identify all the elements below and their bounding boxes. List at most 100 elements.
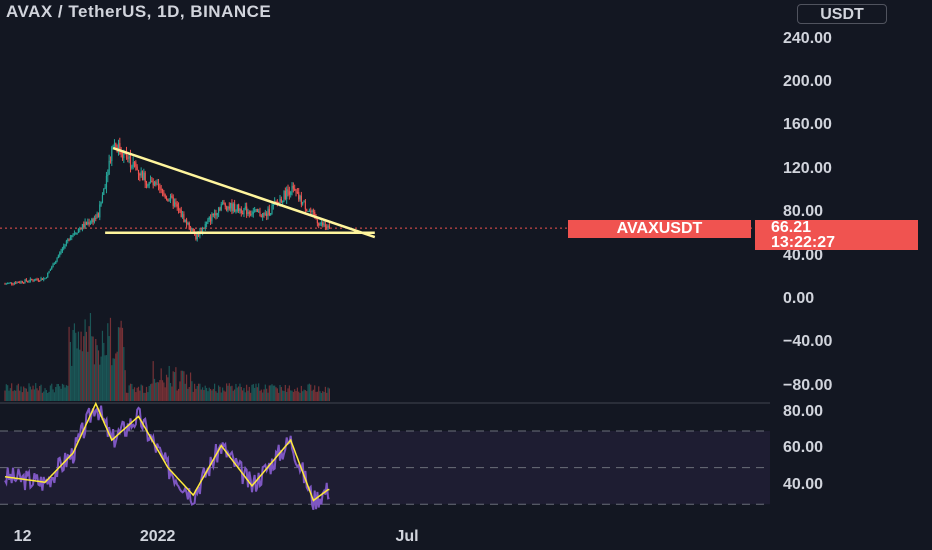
volume-bar	[140, 384, 142, 401]
volume-bar	[278, 392, 280, 401]
volume-bar	[11, 383, 13, 401]
candle-body	[172, 197, 174, 206]
candle-body	[256, 208, 258, 213]
volume-bar	[27, 391, 29, 401]
volume-bar	[67, 385, 69, 401]
rsi-axis-tick: 40.00	[783, 475, 824, 493]
candle-body	[51, 267, 53, 270]
volume-bar	[195, 388, 197, 401]
volume-bar	[89, 313, 92, 401]
candle-body	[209, 217, 212, 222]
volume-bar	[131, 383, 133, 401]
y-axis-tick: 120.00	[783, 159, 832, 177]
volume-bar	[113, 358, 116, 401]
candle-body	[113, 143, 116, 146]
volume-bar	[207, 391, 209, 401]
candle-body	[280, 198, 282, 203]
candle-body	[93, 217, 96, 223]
candle-body	[234, 203, 236, 212]
candle-body	[153, 182, 156, 186]
volume-bar	[287, 388, 289, 401]
x-axis-tick: Jul	[395, 528, 419, 545]
volume-bar	[80, 331, 82, 401]
candle-body	[262, 213, 264, 218]
candle-body	[107, 174, 109, 176]
candle-body	[63, 246, 65, 249]
candle-body	[276, 201, 278, 203]
volume-bar	[227, 385, 229, 401]
candle-body	[123, 151, 125, 158]
candle-body	[299, 195, 301, 200]
volume-bar	[171, 386, 173, 401]
candle-body	[108, 160, 110, 175]
candle-body	[132, 162, 134, 167]
volume-bar	[296, 387, 298, 401]
candle-body	[204, 224, 206, 229]
volume-bar	[244, 392, 246, 401]
candle-body	[290, 192, 292, 195]
y-axis-tick: 0.00	[783, 290, 815, 307]
volume-bar	[254, 387, 256, 401]
candle-body	[104, 187, 106, 189]
candle-body	[32, 279, 34, 281]
volume-bar	[284, 384, 286, 401]
volume-bar	[274, 385, 276, 401]
volume-bar	[319, 391, 321, 401]
symbol-label: AVAXUSDT	[568, 220, 751, 238]
candle-body	[61, 248, 64, 252]
candle-body	[275, 201, 277, 203]
candle-body	[207, 219, 209, 222]
candle-body	[231, 203, 233, 212]
volume-bar	[209, 388, 212, 401]
volume-bar	[107, 323, 109, 401]
candle-body	[255, 208, 257, 211]
candle-body	[302, 202, 304, 205]
volume-bar	[315, 391, 317, 401]
candle-body	[168, 200, 170, 202]
last-price-badge: 66.21 13:22:27	[755, 220, 918, 251]
candle-body	[246, 206, 248, 215]
candle-body	[96, 213, 98, 219]
candle-body	[65, 240, 68, 245]
trendline[interactable]	[112, 146, 376, 239]
candle-body	[19, 282, 21, 284]
volume-bar	[117, 327, 120, 401]
candle-body	[13, 282, 15, 284]
candle-body	[322, 222, 324, 226]
volume-bar	[28, 383, 30, 401]
candle-body	[248, 212, 250, 214]
currency-button[interactable]: USDT	[797, 4, 887, 24]
candle-body	[17, 281, 19, 283]
trendlines[interactable]	[105, 146, 376, 239]
candle-body	[163, 192, 165, 195]
volume-bar	[47, 392, 49, 401]
candle-body	[44, 278, 46, 280]
volume-bar	[73, 323, 76, 401]
volume-bar	[177, 388, 180, 401]
volume-bar	[148, 385, 150, 401]
candle-body	[164, 194, 166, 199]
candle-body	[175, 202, 177, 205]
volume-bar	[324, 386, 326, 401]
candle-body	[45, 277, 47, 279]
candle-body	[328, 225, 331, 229]
volume-bar	[267, 392, 269, 401]
volume-bar	[29, 386, 31, 401]
candlestick-series	[4, 137, 331, 286]
candle-body	[144, 172, 146, 183]
candle-body	[284, 190, 286, 199]
candle-body	[184, 219, 186, 222]
volume-bar	[8, 390, 10, 401]
volume-bar	[183, 371, 185, 401]
volume-bar	[16, 385, 18, 401]
candle-body	[147, 185, 149, 187]
volume-bar	[181, 370, 184, 401]
candle-body	[133, 162, 136, 164]
candle-body	[35, 279, 37, 281]
volume-bar	[184, 383, 186, 401]
candle-body	[59, 252, 61, 256]
candle-body	[55, 261, 57, 264]
candle-body	[219, 208, 221, 210]
candle-body	[243, 208, 245, 214]
